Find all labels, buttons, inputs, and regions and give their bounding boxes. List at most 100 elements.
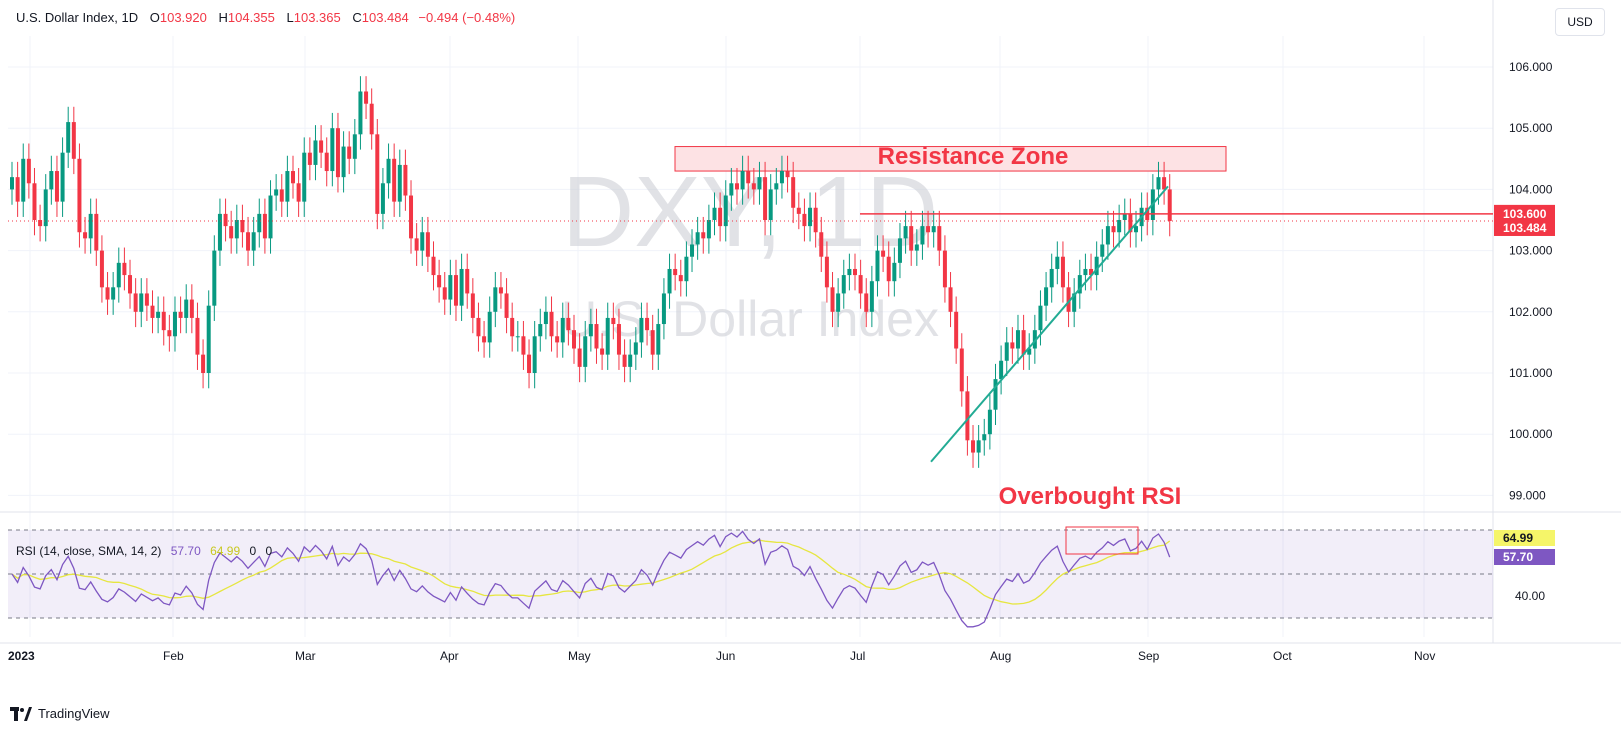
footer: TradingView [10, 706, 110, 721]
candle-body [172, 311, 177, 337]
candle-body [1010, 342, 1015, 349]
candle-body [729, 183, 734, 196]
candle-body [251, 232, 256, 251]
candle-body [937, 226, 942, 251]
candle-body [611, 317, 616, 325]
candle-body [605, 317, 610, 355]
candle-body [217, 213, 222, 251]
rsi-label[interactable]: RSI (14, close, SMA, 14, 2) [16, 544, 162, 558]
symbol-title[interactable]: U.S. Dollar Index, 1D [16, 10, 139, 25]
candle-body [358, 91, 363, 135]
high-value: 104.355 [227, 10, 275, 25]
candle-body [482, 336, 487, 343]
candle-body [639, 317, 644, 343]
candle-body [1032, 330, 1037, 349]
candle-body [26, 158, 31, 184]
candle-body [897, 238, 902, 263]
candle-body [206, 305, 211, 373]
candle-body [886, 256, 891, 282]
candle-body [347, 146, 352, 159]
candle-body [1077, 275, 1082, 294]
candle-body [1004, 342, 1009, 361]
candle-body [88, 213, 93, 239]
candle-body [864, 293, 869, 312]
price-tick-label: 104.000 [1509, 182, 1553, 196]
candle-body [1156, 177, 1161, 190]
candle-body [836, 293, 841, 312]
candle-body [99, 250, 104, 288]
candle-body [313, 140, 318, 165]
candle-body [555, 336, 560, 343]
time-tick-label: Sep [1138, 649, 1160, 663]
rsi-header: RSI (14, close, SMA, 14, 2) 57.70 64.99 … [16, 544, 272, 558]
rsi-sma-tag-bg [1494, 530, 1555, 546]
candle-body [830, 287, 835, 312]
candle-body [184, 299, 189, 318]
candle-body [1072, 293, 1077, 312]
candle-body [133, 293, 138, 312]
candle-body [324, 152, 329, 172]
candle-body [414, 238, 419, 251]
candle-body [1015, 330, 1020, 349]
candle-body [993, 379, 998, 410]
candle-body [690, 244, 695, 257]
candle-body [49, 171, 54, 190]
candle-body [285, 171, 290, 202]
footer-brand[interactable]: TradingView [38, 706, 110, 721]
candle-body [824, 256, 829, 288]
candle-body [229, 226, 234, 239]
currency-button[interactable]: USD [1555, 8, 1605, 36]
candle-body [661, 293, 666, 325]
candle-body [493, 287, 498, 312]
candle-body [678, 275, 683, 282]
candle-body [10, 177, 14, 190]
candle-body [650, 330, 655, 355]
candle-body [538, 324, 543, 337]
time-tick-label: May [568, 649, 591, 663]
candle-body [1117, 220, 1122, 233]
candle-body [21, 158, 26, 202]
candle-body [869, 281, 874, 312]
candle-body [1089, 268, 1094, 276]
candle-body [819, 232, 824, 257]
candle-body [774, 183, 779, 190]
candle-body [853, 268, 857, 276]
candle-body [302, 152, 307, 202]
candle-body [785, 171, 790, 178]
candle-body [999, 360, 1004, 380]
candle-body [291, 171, 295, 184]
candle-body [695, 232, 700, 245]
candle-body [914, 244, 919, 251]
candle-body [161, 311, 166, 331]
candle-body [847, 268, 852, 276]
candle-body [111, 287, 116, 300]
candle-body [178, 311, 183, 318]
candle-body [32, 183, 37, 220]
candle-body [673, 268, 678, 276]
candle-body [352, 134, 357, 159]
candle-body [330, 128, 335, 172]
time-tick-label: Jul [850, 649, 865, 663]
candle-body [982, 434, 987, 441]
candle-body [583, 336, 588, 367]
price-tick-label: 102.000 [1509, 305, 1553, 319]
close-label: C [352, 10, 362, 25]
candle-body [392, 158, 397, 202]
candle-body [156, 311, 161, 318]
candle-body [931, 226, 936, 233]
time-tick-label: Jun [716, 649, 735, 663]
candle-body [442, 287, 447, 300]
candle-body [380, 183, 385, 214]
candle-body [274, 189, 279, 196]
candle-body [83, 232, 88, 239]
trendline [930, 185, 1169, 463]
candle-body [791, 177, 796, 208]
candle-body [813, 207, 818, 233]
candle-body [60, 152, 65, 202]
candle-body [858, 275, 863, 294]
rsi-value-tag: 57.70 [1503, 550, 1533, 564]
candle-body [397, 164, 402, 202]
watermark-name: U.S. Dollar Index [561, 291, 939, 347]
